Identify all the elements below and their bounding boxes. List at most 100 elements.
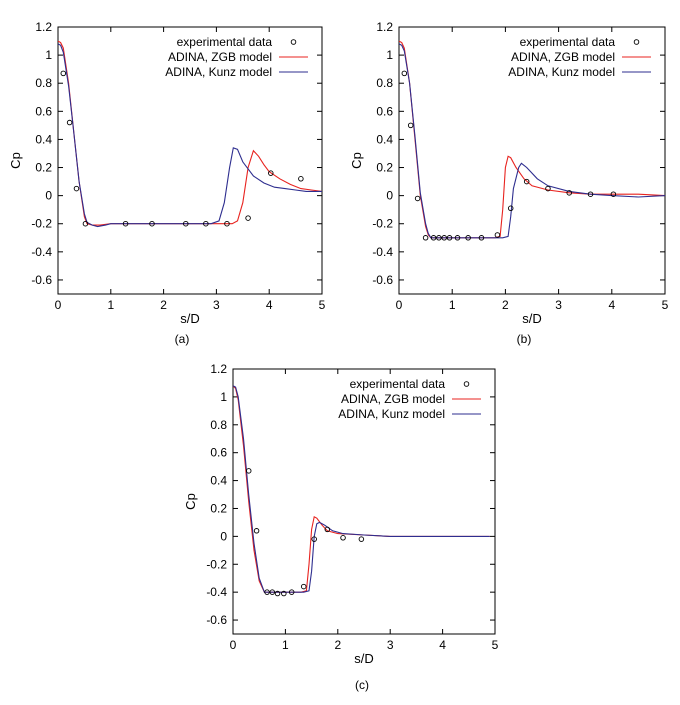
- legend-label: experimental data: [520, 35, 616, 49]
- y-tick-label: 0.4: [376, 132, 393, 146]
- x-tick-label: 0: [55, 298, 62, 312]
- x-tick-label: 5: [492, 638, 499, 652]
- legend-marker: [290, 39, 297, 45]
- data-point: [281, 590, 287, 597]
- data-point: [245, 468, 252, 474]
- series-line-kunz: [58, 43, 322, 228]
- chart-panel-2: -0.6 -0.4 -0.2 0 0.2 0.4 0.6 0.8 1 1.2 0 1 2 3 4 5 s/D Cp…: [349, 20, 669, 346]
- data-point: [311, 536, 317, 542]
- x-tick-label: 2: [334, 638, 341, 652]
- y-axis-label: Cp: [349, 152, 364, 169]
- y-tick-label: -0.6: [372, 273, 393, 287]
- x-tick-label: 1: [107, 298, 114, 312]
- y-tick-label: -0.4: [372, 245, 393, 259]
- y-tick-label: 0.6: [376, 104, 393, 118]
- y-tick-label: -0.4: [31, 245, 52, 259]
- y-tick-label: 0.2: [35, 161, 52, 175]
- data-point: [288, 589, 295, 595]
- data-point: [523, 178, 530, 185]
- plot-frame: [57, 26, 323, 295]
- data-point: [274, 590, 281, 597]
- x-axis-label: s/D: [354, 651, 374, 666]
- chart-panel-1: -0.6 -0.4 -0.2 0 0.2 0.4 0.6 0.8 1 1.2 0 1 2 3 4 5 s/D Cp…: [8, 20, 326, 346]
- y-tick-label: -0.2: [206, 557, 227, 571]
- data-point: [324, 526, 331, 533]
- y-axis-label: Cp: [8, 152, 23, 169]
- x-tick-label: 0: [230, 638, 237, 652]
- legend-marker: [463, 381, 470, 387]
- data-point: [300, 583, 307, 590]
- data-point: [253, 528, 260, 534]
- y-tick-label: 1.2: [35, 20, 52, 34]
- data-point: [358, 536, 365, 542]
- y-tick-label: 0.8: [376, 76, 393, 90]
- chart-panel-3: -0.6 -0.4 -0.2 0 0.2 0.4 0.6 0.8 1 1.2 0 1 2 3 4 5 s/D Cp…: [183, 362, 499, 692]
- data-point: [478, 235, 485, 241]
- data-point: [73, 185, 80, 192]
- x-tick-label: 3: [387, 638, 394, 652]
- y-tick-label: 0.2: [210, 501, 227, 515]
- data-point: [340, 535, 346, 541]
- y-tick-label: -0.6: [31, 273, 52, 287]
- legend-label: ADINA, Kunz model: [165, 65, 272, 79]
- y-tick-label: -0.6: [206, 613, 227, 627]
- x-tick-label: 4: [439, 638, 446, 652]
- y-tick-label: 0.6: [35, 104, 52, 118]
- data-point: [66, 119, 73, 126]
- plot-frame: [398, 26, 666, 295]
- x-tick-label: 5: [319, 298, 326, 312]
- y-tick-label: 0.8: [35, 76, 52, 90]
- data-point: [183, 220, 189, 227]
- data-point: [414, 195, 421, 202]
- x-tick-label: 4: [266, 298, 273, 312]
- y-tick-label: 0.6: [210, 446, 227, 460]
- data-point: [60, 70, 67, 77]
- y-tick-label: 1.2: [376, 20, 393, 34]
- data-point: [494, 232, 501, 238]
- x-tick-label: 4: [608, 298, 615, 312]
- data-point: [122, 220, 129, 227]
- data-point: [82, 220, 89, 227]
- y-tick-label: 0.4: [35, 132, 52, 146]
- legend-label: ADINA, ZGB model: [168, 50, 272, 64]
- y-tick-label: -0.4: [206, 585, 227, 599]
- y-tick-label: 0.2: [376, 161, 393, 175]
- data-point: [446, 235, 453, 241]
- data-point: [298, 176, 304, 182]
- plot-area: [58, 40, 322, 228]
- data-point: [401, 70, 408, 77]
- legend-label: experimental data: [350, 377, 446, 391]
- y-tick-label: 0.8: [210, 418, 227, 432]
- data-point: [149, 220, 155, 227]
- y-tick-label: 1: [386, 48, 393, 62]
- data-point: [566, 190, 572, 196]
- plot-area: [233, 385, 490, 597]
- y-tick-label: 0: [220, 529, 227, 543]
- x-tick-label: 1: [282, 638, 289, 652]
- data-point: [245, 215, 251, 221]
- data-point: [436, 235, 442, 241]
- legend-label: ADINA, Kunz model: [338, 407, 445, 421]
- data-point: [268, 170, 274, 176]
- data-point: [264, 589, 270, 595]
- x-tick-label: 3: [213, 298, 220, 312]
- data-point: [454, 235, 461, 241]
- data-point: [407, 122, 414, 129]
- series-line-kunz: [233, 385, 490, 593]
- plot-frame: [232, 368, 496, 635]
- x-axis-label: s/D: [522, 311, 542, 326]
- data-point: [441, 235, 447, 241]
- panel-label: (b): [517, 332, 532, 346]
- data-point: [545, 185, 551, 192]
- data-point: [507, 205, 514, 212]
- legend-label: experimental data: [177, 35, 273, 49]
- legend-marker: [633, 39, 640, 45]
- panel-label: (a): [175, 332, 190, 346]
- x-tick-label: 2: [160, 298, 167, 312]
- y-tick-label: -0.2: [372, 217, 393, 231]
- y-tick-label: 0: [386, 189, 393, 203]
- plot-area: [399, 40, 665, 241]
- data-point: [610, 191, 617, 197]
- data-point: [224, 220, 230, 227]
- x-axis-label: s/D: [180, 311, 200, 326]
